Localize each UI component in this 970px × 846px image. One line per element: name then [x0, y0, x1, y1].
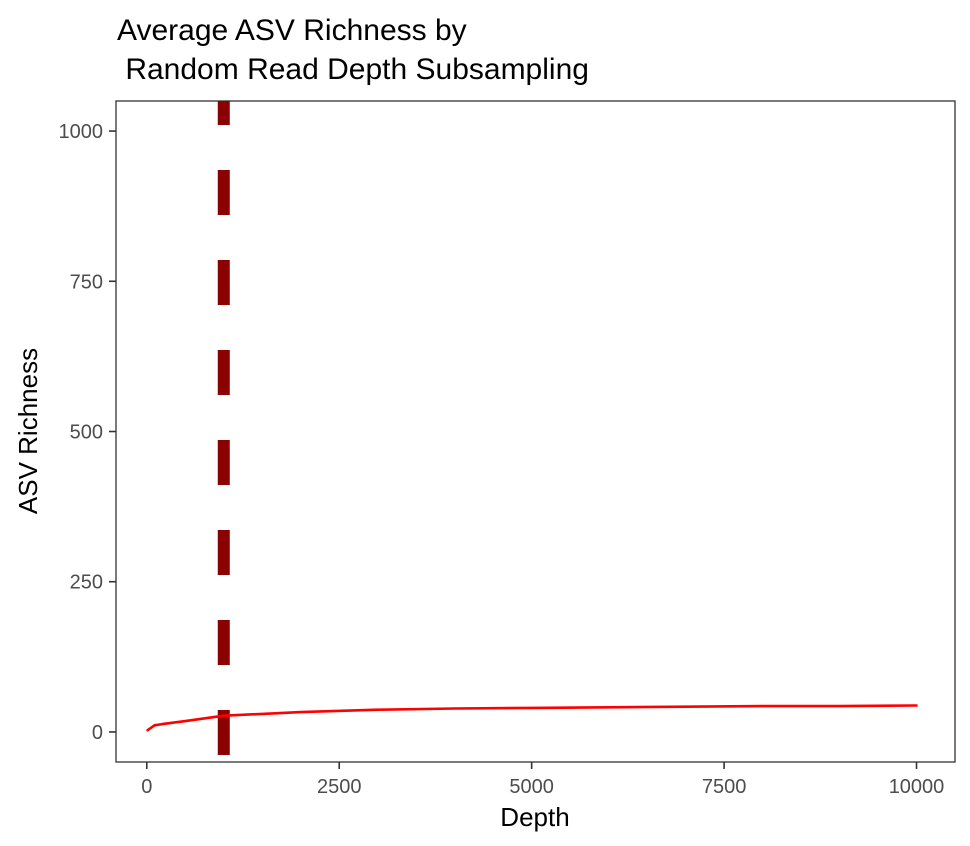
x-tick-label: 10000: [889, 776, 945, 798]
y-tick-label: 250: [70, 572, 103, 594]
chart-title: Average ASV Richness by Random Read Dept…: [117, 14, 589, 86]
plot-layer: [148, 101, 917, 762]
y-tick-label: 0: [92, 722, 103, 744]
x-tick-label: 5000: [509, 776, 554, 798]
y-axis-title: ASV Richness: [13, 348, 43, 514]
y-axis: 0 250 500 750 1000: [59, 121, 117, 744]
chart-title-line-1: Average ASV Richness by: [117, 14, 467, 47]
y-tick-label: 750: [70, 271, 103, 293]
series-line-asv-richness: [148, 706, 917, 731]
x-tick-label: 2500: [317, 776, 362, 798]
chart-title-line-2: Random Read Depth Subsampling: [117, 53, 589, 86]
plot-panel: [116, 101, 955, 762]
x-tick-label: 0: [141, 776, 152, 798]
x-axis: 0 2500 5000 7500 10000: [141, 762, 944, 798]
y-tick-label: 500: [70, 422, 103, 444]
y-tick-label: 1000: [59, 121, 104, 143]
x-tick-label: 7500: [702, 776, 747, 798]
x-axis-title: Depth: [500, 802, 569, 832]
